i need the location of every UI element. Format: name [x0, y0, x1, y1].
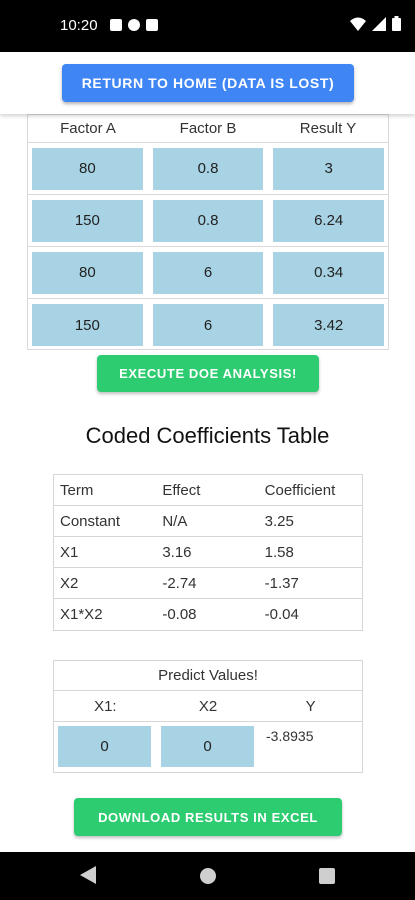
execute-doe-button[interactable]: EXECUTE DOE ANALYSIS! — [97, 355, 319, 392]
factor-a-input[interactable]: 150 — [32, 199, 143, 242]
table-row: 150 6 3.42 — [28, 299, 388, 351]
return-home-button[interactable]: RETURN TO HOME (DATA IS LOST) — [62, 64, 354, 102]
header-coefficient: Coefficient — [264, 481, 336, 499]
navigation-bar — [0, 852, 415, 900]
download-excel-button[interactable]: DOWNLOAD RESULTS IN EXCEL — [74, 798, 342, 836]
effect-cell: N/A — [162, 512, 188, 530]
term-cell: Constant — [60, 512, 121, 530]
result-y-input[interactable]: 6.24 — [273, 199, 385, 242]
table-row: X1*X2 -0.08 -0.04 — [54, 599, 362, 630]
coefficients-header: Term Effect Coefficient — [54, 475, 362, 506]
effect-cell: -2.74 — [162, 574, 197, 592]
effect-cell: -0.08 — [162, 606, 197, 623]
coefficient-cell: -0.04 — [264, 606, 299, 623]
status-bar: 10:20 — [0, 0, 415, 52]
header-x2: X2 — [198, 697, 218, 715]
back-icon[interactable] — [80, 866, 96, 884]
table-row: 80 6 0.34 — [28, 247, 388, 299]
term-cell: X2 — [60, 574, 79, 592]
x2-input[interactable]: 0 — [161, 726, 254, 767]
x1-input[interactable]: 0 — [58, 726, 151, 767]
factor-b-input[interactable]: 0.8 — [152, 199, 264, 242]
input-table: Factor A Factor B Result Y 80 0.8 3 150 … — [27, 114, 389, 350]
coefficients-table: Term Effect Coefficient Constant N/A 3.2… — [53, 474, 363, 631]
header-x1: X1: — [94, 697, 117, 715]
system-icons — [350, 16, 401, 31]
factor-a-input[interactable]: 80 — [32, 147, 143, 190]
factor-b-input[interactable]: 6 — [152, 304, 264, 346]
table-row: Constant N/A 3.25 — [54, 506, 362, 537]
wifi-icon — [350, 17, 366, 31]
sd-card-icon — [146, 19, 158, 31]
factor-a-input[interactable]: 80 — [32, 251, 143, 294]
header-effect: Effect — [162, 481, 201, 499]
header-y: Y — [305, 697, 316, 715]
header-factor-a: Factor A — [60, 120, 116, 137]
predict-title: Predict Values! — [54, 661, 362, 691]
table-row: X1 3.16 1.58 — [54, 537, 362, 568]
header-result-y: Result Y — [299, 120, 357, 137]
table-row: X2 -2.74 -1.37 — [54, 568, 362, 599]
table-row: 150 0.8 6.24 — [28, 195, 388, 247]
f-notification-icon — [128, 19, 140, 31]
effect-cell: 3.16 — [162, 543, 192, 561]
home-icon[interactable] — [200, 868, 216, 884]
predict-row: 0 0 -3.8935 — [54, 722, 362, 771]
coefficient-cell: -1.37 — [264, 574, 299, 592]
signal-icon — [372, 16, 386, 31]
status-time: 10:20 — [60, 17, 98, 34]
predict-table: Predict Values! X1: X2 Y 0 0 -3.8935 — [53, 660, 363, 773]
coefficient-cell: 1.58 — [264, 543, 294, 561]
a-notification-icon — [110, 19, 122, 31]
notification-icons — [110, 19, 158, 31]
result-y-input[interactable]: 3.42 — [273, 304, 385, 346]
recent-apps-icon[interactable] — [319, 868, 335, 884]
input-table-header: Factor A Factor B Result Y — [28, 115, 388, 143]
predicted-y-value: -3.8935 — [266, 728, 314, 744]
header-area: RETURN TO HOME (DATA IS LOST) — [0, 52, 415, 114]
header-term: Term — [60, 481, 94, 499]
predict-header: X1: X2 Y — [54, 691, 362, 722]
term-cell: X1*X2 — [60, 606, 103, 623]
coefficient-cell: 3.25 — [264, 512, 294, 530]
header-factor-b: Factor B — [179, 120, 237, 137]
factor-a-input[interactable]: 150 — [32, 304, 143, 346]
table-row: 80 0.8 3 — [28, 143, 388, 195]
factor-b-input[interactable]: 6 — [152, 251, 264, 294]
battery-icon — [392, 16, 401, 31]
term-cell: X1 — [60, 543, 79, 561]
factor-b-input[interactable]: 0.8 — [152, 147, 264, 190]
result-y-input[interactable]: 0.34 — [273, 251, 385, 294]
coefficients-title: Coded Coefficients Table — [85, 423, 330, 448]
result-y-input[interactable]: 3 — [273, 147, 385, 190]
